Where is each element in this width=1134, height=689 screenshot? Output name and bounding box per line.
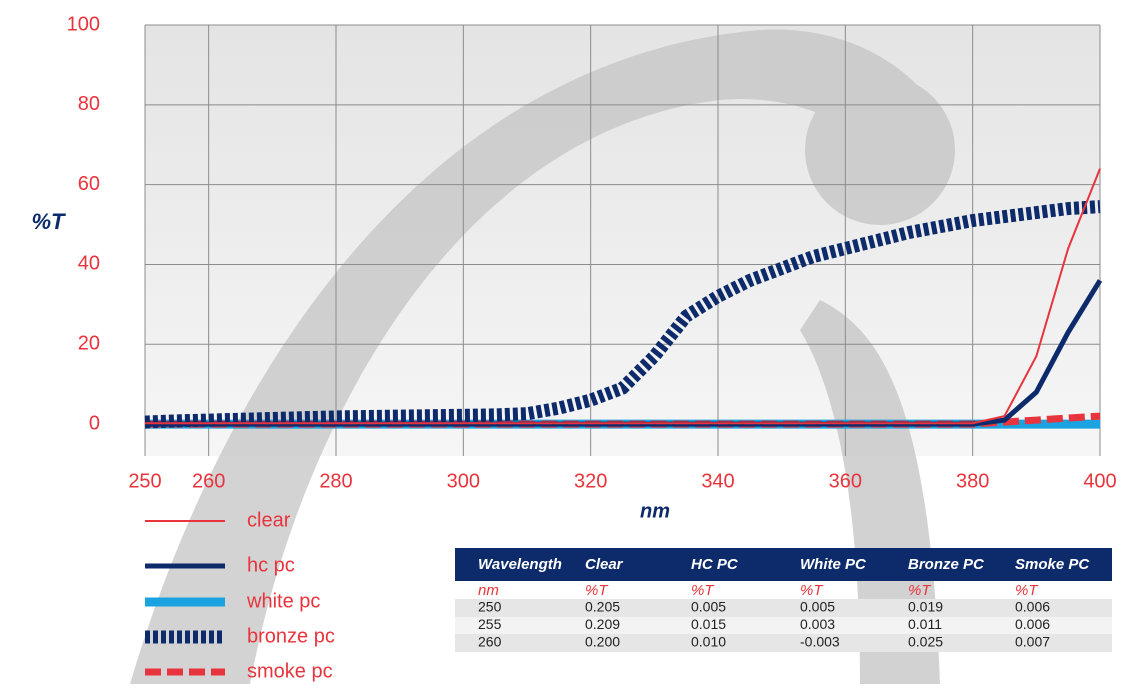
table-cell: 0.010 <box>691 634 726 650</box>
table-cell: 0.005 <box>691 599 726 615</box>
table-cell: 0.006 <box>1015 599 1050 615</box>
x-tick-label: 300 <box>447 470 480 492</box>
x-tick-label: 280 <box>319 470 352 492</box>
y-tick-label: 20 <box>78 333 100 355</box>
table-row-bg <box>455 634 1112 652</box>
legend-label: white pc <box>246 590 320 612</box>
table-cell: -0.003 <box>800 634 840 650</box>
table-cell: 0.209 <box>585 616 620 632</box>
table-header-cell: Wavelength <box>478 556 562 573</box>
y-tick-label: 60 <box>78 173 100 195</box>
x-tick-label: 380 <box>956 470 989 492</box>
table-header-cell: Bronze PC <box>908 556 985 573</box>
table-cell: 255 <box>478 616 502 632</box>
x-tick-label: 320 <box>574 470 607 492</box>
y-tick-label: 100 <box>67 13 100 35</box>
table-unit-cell: %T <box>585 582 609 599</box>
table-row-bg <box>455 599 1112 617</box>
x-tick-label: 260 <box>192 470 225 492</box>
table-header-cell: Smoke PC <box>1015 556 1090 573</box>
table-header-cell: Clear <box>585 556 624 573</box>
table-header-cell: White PC <box>800 556 867 573</box>
table-cell: 0.200 <box>585 634 620 650</box>
legend-label: smoke pc <box>247 660 333 682</box>
table-cell: 0.007 <box>1015 634 1050 650</box>
table-cell: 0.205 <box>585 599 620 615</box>
y-tick-label: 80 <box>78 93 100 115</box>
x-tick-label: 340 <box>701 470 734 492</box>
y-tick-label: 0 <box>89 412 100 434</box>
table-cell: 260 <box>478 634 502 650</box>
x-axis-label: nm <box>640 500 670 522</box>
legend-label: clear <box>247 509 291 531</box>
table-unit-cell: nm <box>478 582 499 599</box>
table-unit-cell: %T <box>691 582 715 599</box>
y-tick-label: 40 <box>78 253 100 275</box>
legend-label: bronze pc <box>247 625 335 647</box>
x-tick-label: 250 <box>128 470 161 492</box>
table-cell: 0.006 <box>1015 616 1050 632</box>
chart: %T nm 0 20 40 60 80 100 250 260 280 300 320 340 360 3… <box>0 0 1134 684</box>
table-row-bg <box>455 617 1112 634</box>
table-unit-cell: %T <box>908 582 932 599</box>
legend-label: hc pc <box>247 554 295 576</box>
table-header-cell: HC PC <box>691 556 739 573</box>
y-axis-label: %T <box>32 209 67 234</box>
table-cell: 0.011 <box>908 616 942 632</box>
table-unit-cell: %T <box>800 582 824 599</box>
table-cell: 0.003 <box>800 616 835 632</box>
table-cell: 0.005 <box>800 599 835 615</box>
table-unit-cell: %T <box>1015 582 1039 599</box>
table-cell: 0.015 <box>691 616 726 632</box>
table-cell: 0.019 <box>908 599 943 615</box>
table-cell: 250 <box>478 599 502 615</box>
table-cell: 0.025 <box>908 634 943 650</box>
x-tick-label: 400 <box>1083 470 1116 492</box>
x-tick-label: 360 <box>829 470 862 492</box>
